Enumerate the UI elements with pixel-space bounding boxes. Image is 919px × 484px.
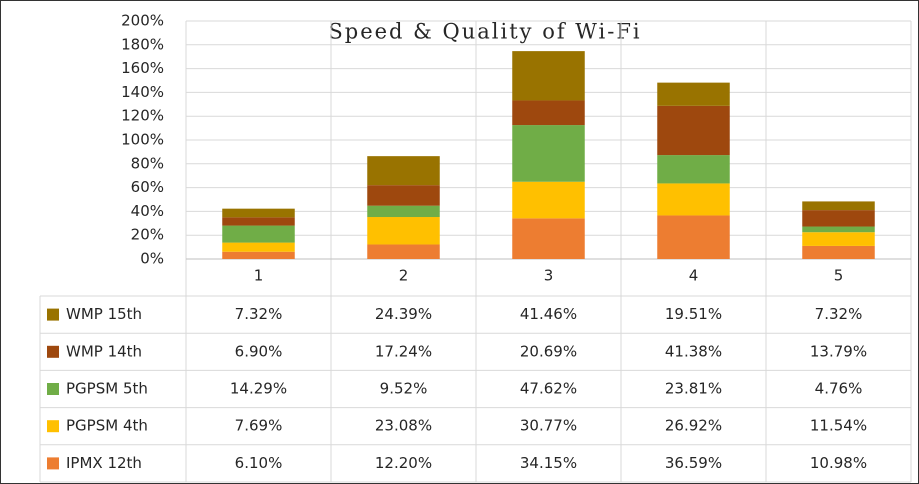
bar-segment	[512, 125, 585, 182]
bar-segment	[367, 156, 440, 186]
bar-segment	[802, 210, 875, 227]
legend-key	[47, 457, 59, 470]
table-cell: 34.15%	[520, 454, 577, 472]
bar-segment	[802, 201, 875, 211]
chart-title: Speed & Quality of Wi-Fi	[328, 20, 641, 44]
bar-segment	[367, 185, 440, 206]
bar-segment	[657, 183, 730, 216]
x-tick-label: 1	[254, 267, 264, 285]
table-cell: 6.90%	[235, 342, 283, 360]
bar-segment	[367, 217, 440, 245]
bar-segment	[512, 51, 585, 101]
legend-label: WMP 14th	[66, 342, 142, 360]
table-cell: 14.29%	[230, 380, 287, 398]
table-cell: 41.38%	[665, 342, 722, 360]
table-cell: 41.46%	[520, 305, 577, 323]
x-tick-label: 5	[834, 267, 844, 285]
bar-segment	[222, 208, 295, 218]
y-tick-label: 160%	[121, 59, 164, 77]
bar-segment	[367, 244, 440, 259]
y-tick-label: 140%	[121, 83, 164, 101]
legend-key	[47, 308, 59, 321]
bar-segment	[222, 242, 295, 252]
table-cell: 26.92%	[665, 417, 722, 435]
y-tick-label: 80%	[131, 154, 164, 172]
bar-segment	[657, 82, 730, 106]
y-tick-label: 0%	[140, 250, 164, 268]
bar-segment	[657, 215, 730, 259]
bar-segment	[512, 100, 585, 126]
bar-segment	[657, 105, 730, 156]
bar-segment	[802, 226, 875, 233]
table-cell: 11.54%	[810, 417, 867, 435]
x-tick-label: 3	[544, 267, 554, 285]
bar-segment	[802, 232, 875, 246]
table-cell: 36.59%	[665, 454, 722, 472]
table-cell: 7.69%	[235, 417, 283, 435]
table-cell: 23.81%	[665, 380, 722, 398]
table-cell: 4.76%	[815, 380, 863, 398]
x-tick-label: 4	[689, 267, 699, 285]
y-tick-label: 20%	[131, 226, 164, 244]
legend-key	[47, 383, 59, 395]
table-cell: 24.39%	[375, 305, 432, 323]
bar-segment	[802, 245, 875, 259]
y-tick-label: 40%	[131, 202, 164, 220]
table-cell: 12.20%	[375, 454, 432, 472]
legend-key	[47, 345, 59, 358]
table-cell: 9.52%	[380, 380, 428, 398]
bar-segment	[222, 225, 295, 243]
y-tick-label: 120%	[121, 107, 164, 125]
table-cell: 20.69%	[520, 342, 577, 360]
bar-segment	[367, 205, 440, 218]
bar-segment	[512, 181, 585, 219]
table-cell: 23.08%	[375, 417, 432, 435]
table-cell: 7.32%	[235, 305, 283, 323]
table-cell: 13.79%	[810, 342, 867, 360]
table-cell: 6.10%	[235, 454, 283, 472]
table-cell: 17.24%	[375, 342, 432, 360]
bar-segment	[512, 218, 585, 259]
table-cell: 7.32%	[815, 305, 863, 323]
table-cell: 10.98%	[810, 454, 867, 472]
bar-segment	[222, 217, 295, 226]
y-tick-label: 60%	[131, 178, 164, 196]
bar-segment	[222, 251, 295, 259]
legend-key	[47, 420, 59, 433]
y-tick-label: 180%	[121, 35, 164, 53]
table-cell: 19.51%	[665, 305, 722, 323]
legend-label: WMP 15th	[66, 305, 142, 323]
table-cell: 47.62%	[520, 380, 577, 398]
legend-label: PGPSM 5th	[66, 380, 148, 398]
y-tick-label: 200%	[121, 12, 164, 30]
legend-label: IPMX 12th	[66, 454, 142, 472]
legend-label: PGPSM 4th	[66, 417, 148, 435]
y-tick-label: 100%	[121, 131, 164, 149]
x-tick-label: 2	[399, 267, 409, 285]
bar-segment	[657, 155, 730, 184]
table-cell: 30.77%	[520, 417, 577, 435]
